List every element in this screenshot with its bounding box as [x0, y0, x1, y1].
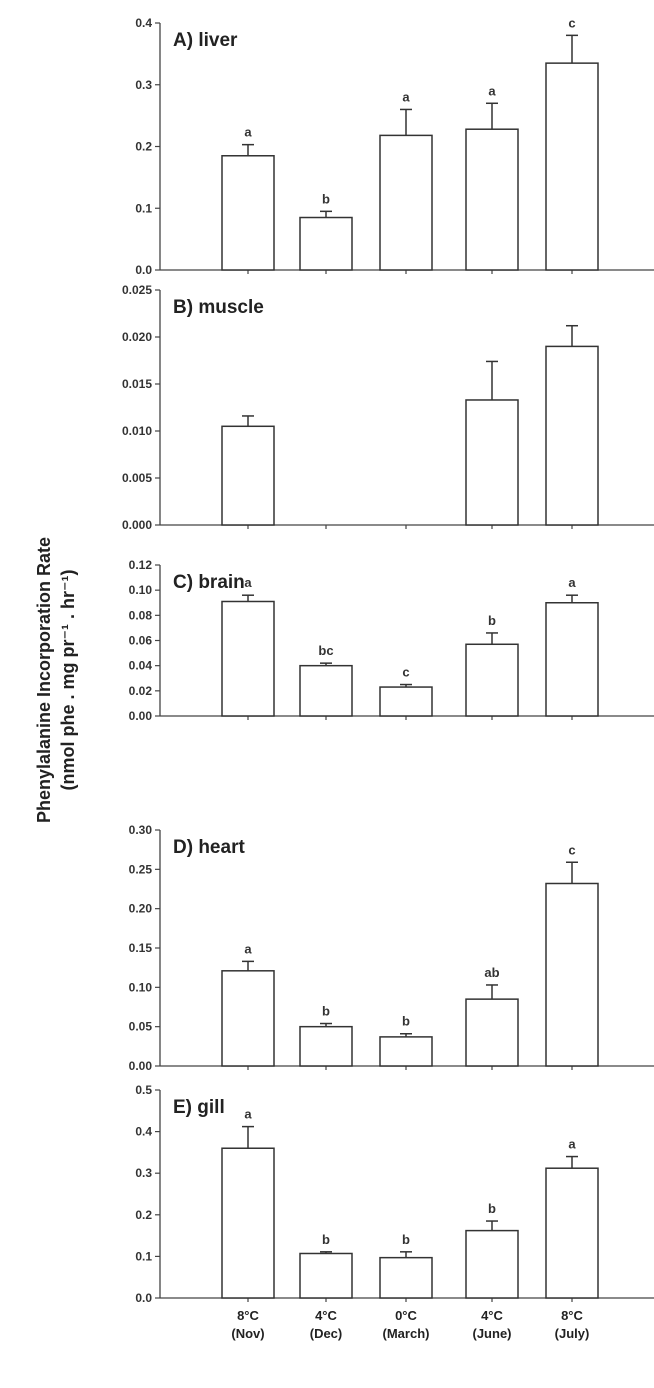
- significance-letter: bc: [318, 643, 333, 658]
- y-tick-label: 0.025: [122, 283, 152, 297]
- significance-letter: b: [488, 1201, 496, 1216]
- bar: [465, 643, 519, 717]
- significance-letter: c: [568, 15, 575, 30]
- bar: [545, 62, 599, 271]
- bar: [465, 1229, 519, 1299]
- y-tick-label: 0.5: [135, 1083, 152, 1097]
- y-tick-label: 0.020: [122, 330, 152, 344]
- significance-letter: a: [488, 83, 496, 98]
- significance-letter: b: [322, 1004, 330, 1019]
- y-tick-label: 0.4: [135, 16, 152, 30]
- panel-1: 0.0 0.1 0.2 0.3 0.4 A) liver a b a a c: [135, 15, 654, 277]
- x-tick-label-month: (Nov): [231, 1326, 264, 1341]
- y-tick-label: 0.04: [129, 659, 153, 673]
- significance-letter: b: [402, 1232, 410, 1247]
- significance-letter: a: [244, 125, 252, 140]
- x-tick-label-month: (Dec): [310, 1326, 343, 1341]
- y-tick-label: 0.00: [129, 709, 153, 723]
- significance-letter: b: [322, 191, 330, 206]
- bar: [221, 600, 275, 717]
- bar: [465, 399, 519, 526]
- x-tick-label: 8°C: [237, 1308, 259, 1323]
- panel-title: B) muscle: [173, 297, 264, 318]
- y-tick-label: 0.4: [135, 1125, 152, 1139]
- bar: [465, 998, 519, 1067]
- y-tick-label: 0.015: [122, 377, 152, 391]
- y-tick-label: 0.30: [129, 823, 153, 837]
- significance-letter: b: [488, 613, 496, 628]
- ylabel-line-1: Phenylalanine Incorporation Rate: [34, 537, 54, 823]
- y-tick-label: 0.3: [135, 1166, 152, 1180]
- significance-letter: a: [568, 575, 576, 590]
- bar: [465, 128, 519, 271]
- y-tick-label: 0.000: [122, 518, 152, 532]
- bar: [221, 155, 275, 271]
- y-tick-label: 0.3: [135, 78, 152, 92]
- x-tick-label: 8°C: [561, 1308, 583, 1323]
- y-tick-label: 0.2: [135, 1208, 152, 1222]
- bar: [221, 425, 275, 526]
- significance-letter: a: [244, 1107, 252, 1122]
- significance-letter: c: [402, 665, 409, 680]
- bar: [299, 1252, 353, 1299]
- bar: [545, 1167, 599, 1299]
- significance-letter: ab: [484, 965, 499, 980]
- bar: [379, 686, 433, 717]
- y-tick-label: 0.25: [129, 862, 153, 876]
- x-tick-label-month: (June): [473, 1326, 512, 1341]
- y-tick-label: 0.08: [129, 608, 153, 622]
- y-tick-label: 0.15: [129, 941, 153, 955]
- y-tick-label: 0.10: [129, 583, 153, 597]
- panel-title: C) brain: [173, 572, 245, 593]
- panel-title: D) heart: [173, 837, 245, 858]
- significance-letter: c: [568, 842, 575, 857]
- x-tick-label: 0°C: [395, 1308, 417, 1323]
- x-tick-label-month: (July): [555, 1326, 590, 1341]
- y-tick-label: 0.02: [129, 684, 153, 698]
- bar: [221, 1147, 275, 1299]
- y-tick-label: 0.010: [122, 424, 152, 438]
- y-tick-label: 0.05: [129, 1020, 153, 1034]
- bar: [299, 216, 353, 271]
- y-tick-label: 0.0: [135, 263, 152, 277]
- ylabel-line-2: (nmol phe . mg pr⁻¹ . hr⁻¹): [58, 570, 78, 791]
- y-axis-label: Phenylalanine Incorporation Rate (nmol p…: [34, 537, 78, 823]
- y-tick-label: 0.1: [135, 201, 152, 215]
- y-tick-label: 0.1: [135, 1249, 152, 1263]
- panel-4: 0.000.050.100.150.200.250.30D) heartabba…: [129, 823, 654, 1073]
- bar: [545, 345, 599, 526]
- bar: [545, 602, 599, 717]
- y-tick-label: 0.0: [135, 1291, 152, 1305]
- significance-letter: a: [244, 941, 252, 956]
- panel-title: A) liver: [173, 30, 238, 51]
- panel-2: 0.000 0.005 0.010 0.015 0.020 0.025 B) muscle: [122, 283, 654, 532]
- x-tick-label: 4°C: [481, 1308, 503, 1323]
- bar: [379, 134, 433, 271]
- bar: [545, 882, 599, 1067]
- y-tick-label: 0.12: [129, 558, 153, 572]
- panel-5: 0.0 0.1 0.2 0.3 0.4 0.5 E) gill a b b b a 8°C (Nov) 4°…: [135, 1083, 654, 1341]
- bar: [379, 1036, 433, 1067]
- bar: [379, 1256, 433, 1299]
- significance-letter: b: [402, 1014, 410, 1029]
- bar: [299, 664, 353, 717]
- y-tick-label: 0.005: [122, 471, 152, 485]
- y-tick-label: 0.10: [129, 980, 153, 994]
- significance-letter: a: [402, 89, 410, 104]
- significance-letter: a: [568, 1137, 576, 1152]
- panel-title: E) gill: [173, 1097, 225, 1118]
- panel-3: 0.000.020.040.060.080.100.12C) brain abcc…: [129, 558, 654, 723]
- significance-letter: a: [244, 575, 252, 590]
- significance-letter: b: [322, 1232, 330, 1247]
- bar: [221, 970, 275, 1067]
- x-tick-label-month: (March): [383, 1326, 430, 1341]
- y-tick-label: 0.20: [129, 902, 153, 916]
- y-tick-label: 0.06: [129, 634, 153, 648]
- y-tick-label: 0.2: [135, 140, 152, 154]
- bar: [299, 1025, 353, 1067]
- y-tick-label: 0.00: [129, 1059, 153, 1073]
- x-tick-label: 4°C: [315, 1308, 337, 1323]
